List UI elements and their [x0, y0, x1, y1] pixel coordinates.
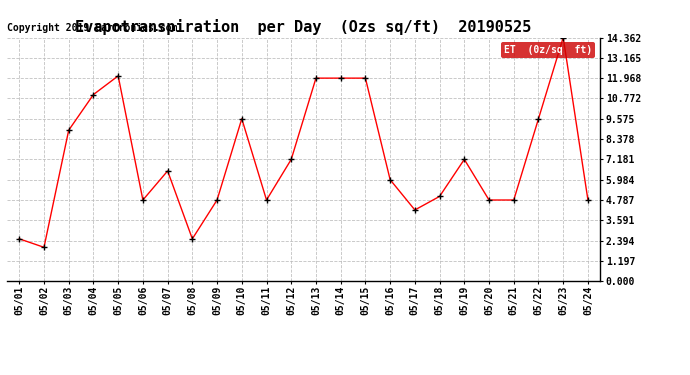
Title: Evapotranspiration  per Day  (Ozs sq/ft)  20190525: Evapotranspiration per Day (Ozs sq/ft) 2… — [75, 19, 532, 35]
Text: Copyright 2019 Cartronics.com: Copyright 2019 Cartronics.com — [7, 22, 177, 33]
Legend: ET  (0z/sq  ft): ET (0z/sq ft) — [502, 42, 595, 58]
